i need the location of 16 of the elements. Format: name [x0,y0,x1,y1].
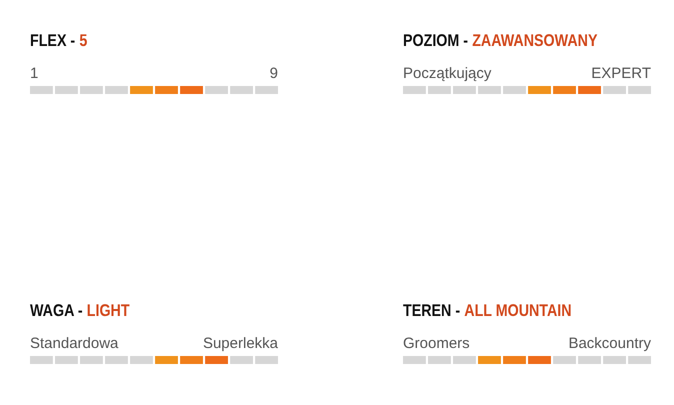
chart-title: TEREN - [403,302,460,320]
chart-subtitle: LIGHT [86,302,130,320]
text: Backcountry [568,335,652,352]
text: 9 [270,65,278,82]
chart-subtitle: ALL MOUNTAIN [464,302,572,320]
chart-title: POZIOM - [403,32,468,50]
chart-title: FLEX - [30,32,76,50]
chart-title: WAGA - [30,302,83,320]
chart-subtitle: ZAAWANSOWANY [472,32,598,50]
text: 1 [30,65,38,82]
text: EXPERT [591,65,651,82]
text: Groomers [403,335,470,352]
text: Standardowa [30,335,120,352]
chart-subtitle: 5 [79,32,88,50]
text: Superlekka [202,335,279,352]
text: Początkujący [403,65,492,82]
